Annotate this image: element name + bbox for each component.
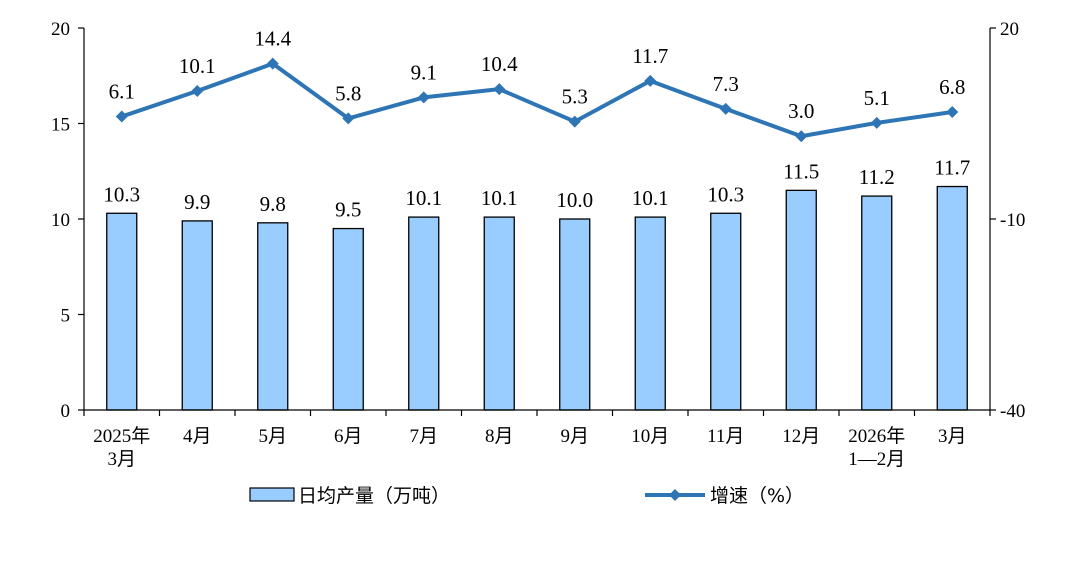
line-value-label: 7.3 bbox=[713, 72, 739, 96]
y-left-tick-label: 5 bbox=[61, 306, 71, 327]
line-value-label: 14.4 bbox=[254, 27, 291, 51]
bar-value-label: 9.8 bbox=[260, 192, 286, 216]
bar bbox=[332, 227, 364, 411]
line-series: 6.1 10.1 14.4 5.8 9.1 10.4 5.3 11.7 7.3 3.0 5.1 6.8 bbox=[109, 27, 965, 143]
x-tick-label: 3月 bbox=[938, 426, 967, 447]
bar bbox=[936, 185, 968, 411]
x-tick-label: 3月 bbox=[107, 449, 136, 470]
bar-value-label: 9.9 bbox=[184, 190, 210, 214]
legend: 日均产量（万吨） 增速（%） bbox=[249, 485, 804, 507]
bar-value-label: 11.2 bbox=[859, 165, 895, 189]
bar-value-label: 9.5 bbox=[335, 198, 361, 222]
line-value-label: 9.1 bbox=[411, 60, 437, 84]
x-tick-label: 2026年 bbox=[848, 425, 905, 447]
x-tick-label: 8月 bbox=[485, 426, 514, 447]
line-value-label: 6.1 bbox=[109, 79, 135, 103]
x-tick-label: 5月 bbox=[258, 426, 287, 447]
x-tick-label: 4月 bbox=[183, 426, 212, 447]
line-value-label: 5.8 bbox=[335, 81, 361, 105]
x-tick-label: 12月 bbox=[782, 426, 820, 447]
line-path bbox=[121, 61, 953, 139]
bar-value-label: 10.0 bbox=[556, 188, 593, 212]
bar-value-label: 10.3 bbox=[707, 182, 744, 206]
line-value-label: 3.0 bbox=[788, 99, 814, 123]
line-point bbox=[946, 106, 959, 119]
bar-value-label: 10.1 bbox=[481, 186, 518, 210]
bar-value-label: 10.1 bbox=[405, 186, 442, 210]
y-right-tick-label: -10 bbox=[1000, 210, 1025, 231]
x-tick-label: 11月 bbox=[707, 426, 744, 447]
y-right-tick-label: -40 bbox=[1000, 401, 1025, 422]
bar-value-label: 10.3 bbox=[103, 182, 140, 206]
line-value-label: 10.4 bbox=[481, 52, 518, 76]
bar-value-label: 11.7 bbox=[934, 156, 970, 180]
x-tick-label: 6月 bbox=[334, 426, 363, 447]
line-value-label: 11.7 bbox=[632, 44, 668, 68]
y-left-tick-label: 0 bbox=[61, 401, 71, 422]
bar bbox=[181, 220, 213, 411]
line-point bbox=[493, 83, 506, 96]
bar-value-label: 11.5 bbox=[783, 159, 819, 183]
line-point bbox=[342, 112, 355, 125]
bar bbox=[408, 216, 440, 411]
line-value-label: 5.3 bbox=[562, 85, 588, 109]
bar bbox=[257, 222, 289, 411]
y-left-tick-label: 15 bbox=[51, 115, 70, 136]
bar bbox=[634, 216, 666, 411]
bar bbox=[559, 218, 591, 411]
axes: 0 5 10 15 20 -40 -10 20 bbox=[51, 19, 1025, 422]
line-point bbox=[266, 57, 279, 70]
bar bbox=[710, 212, 742, 411]
legend-bar-swatch bbox=[249, 487, 295, 502]
line-value-label: 10.1 bbox=[179, 54, 216, 78]
line-point bbox=[568, 115, 581, 128]
line-point bbox=[191, 85, 204, 98]
legend-bar-label: 日均产量（万吨） bbox=[298, 485, 450, 507]
bar-series: 10.3 9.9 9.8 9.5 10.1 10.1 10.0 10.1 10.3 11.5 11.… bbox=[103, 156, 970, 411]
bar bbox=[106, 212, 138, 411]
bar-value-label: 10.1 bbox=[632, 186, 669, 210]
bar bbox=[785, 189, 817, 411]
line-point bbox=[644, 74, 657, 87]
line-value-label: 6.8 bbox=[939, 75, 965, 99]
line-point bbox=[795, 130, 808, 143]
x-tick-label: 1—2月 bbox=[848, 449, 905, 470]
legend-line-label: 增速（%） bbox=[710, 485, 804, 507]
line-value-label: 5.1 bbox=[864, 86, 890, 110]
x-tick-label: 2025年 bbox=[93, 425, 150, 447]
line-point bbox=[719, 102, 732, 115]
legend-line-marker bbox=[669, 489, 681, 501]
line-point bbox=[870, 116, 883, 129]
y-right-tick-label: 20 bbox=[1000, 19, 1019, 40]
bar bbox=[861, 195, 893, 411]
x-tick-label: 10月 bbox=[631, 426, 669, 447]
y-left-tick-label: 10 bbox=[51, 210, 70, 231]
line-point bbox=[417, 91, 430, 104]
y-left-tick-label: 20 bbox=[51, 19, 70, 40]
x-tick-label: 9月 bbox=[560, 426, 589, 447]
x-tick-label: 7月 bbox=[409, 426, 438, 447]
line-point bbox=[115, 110, 128, 123]
bar bbox=[483, 216, 515, 411]
